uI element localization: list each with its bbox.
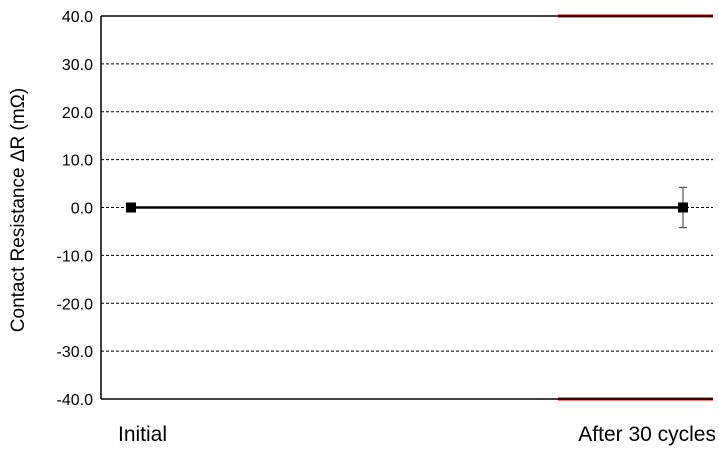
y-axis-title: Contact Resistance ΔR (mΩ)	[8, 88, 29, 332]
y-tick-label: 30.0	[62, 57, 93, 74]
y-tick-label: 40.0	[62, 9, 93, 26]
x-category-label: Initial	[118, 423, 167, 446]
label-layer: 40.0 30.0 20.0 10.0 0.0 -10.0 -20.0 -30.0 -40.0 I…	[57, 9, 716, 446]
y-tick-label: 0.0	[71, 201, 93, 218]
data-point-marker	[678, 202, 688, 213]
y-tick-label: -10.0	[57, 248, 94, 265]
frame-layer	[100, 15, 713, 400]
y-tick-label: 10.0	[62, 153, 93, 170]
x-category-label: After 30 cycles	[578, 423, 716, 446]
y-tick-label: 20.0	[62, 105, 93, 122]
y-tick-label: -40.0	[57, 392, 94, 409]
series-layer	[126, 186, 688, 229]
data-point-marker	[126, 202, 136, 213]
y-tick-label: -30.0	[57, 344, 94, 361]
y-tick-label: -20.0	[57, 296, 94, 313]
